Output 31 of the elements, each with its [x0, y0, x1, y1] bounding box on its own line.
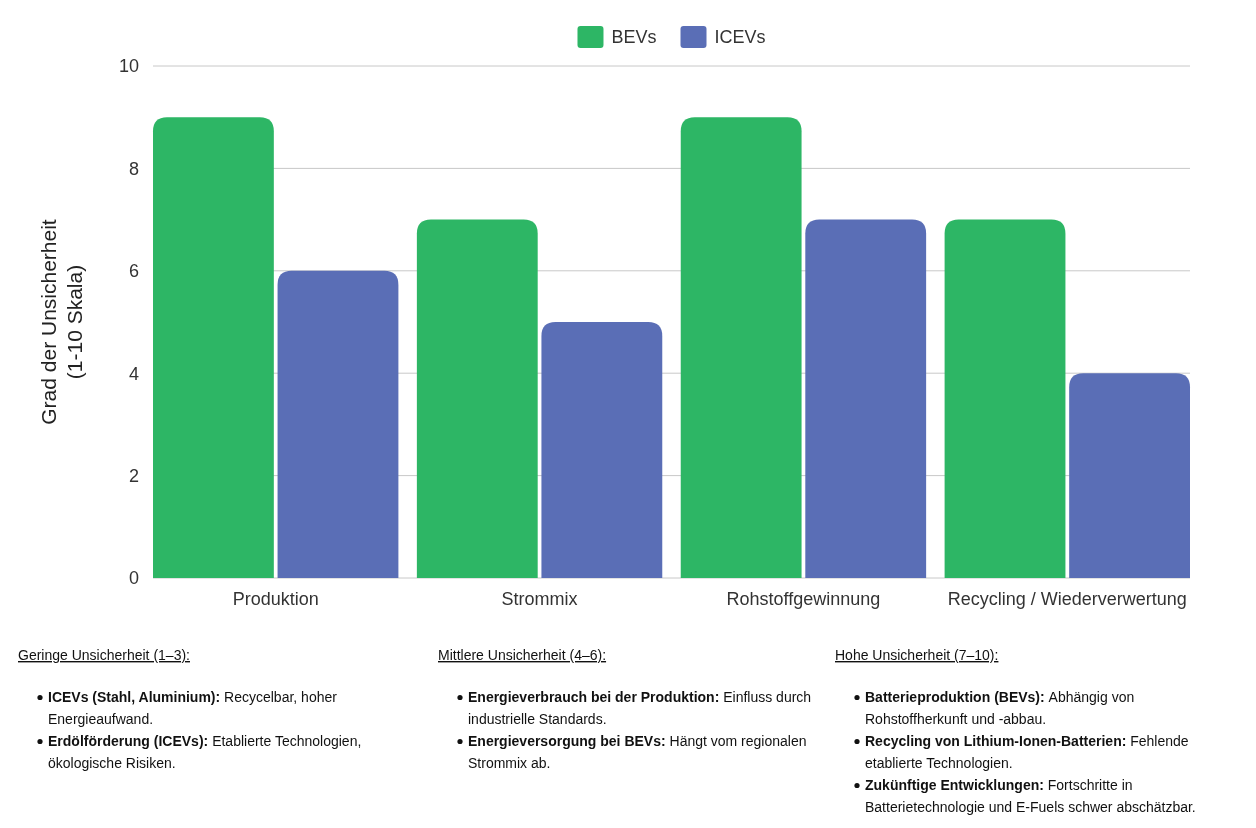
- text: Zukünftige Entwicklungen: Fortschritte in Batterietechnologie und E-Fuels schwer abschätzbar.: [865, 777, 1196, 815]
- text: Batterieproduktion (BEVs): Abhängig von Rohstoffherkunft und -abbau.: [865, 689, 1135, 727]
- x-tick-label: Strommix: [501, 589, 578, 609]
- y-tick-label: 4: [128, 363, 139, 384]
- legend-label: BEVs: [611, 27, 657, 48]
- text: Recycling von Lithium-Ionen-Batterien: Fehlende etablierte Technologien.: [865, 733, 1189, 771]
- x-tick-label: Produktion: [232, 589, 319, 609]
- bar: [416, 219, 538, 578]
- bar: [944, 219, 1066, 578]
- y-tick-label: 8: [128, 158, 139, 179]
- bar: [805, 219, 927, 578]
- y-axis-title: Grad der Unsicherheit (1-10 Skala): [37, 219, 87, 425]
- text: Energieverbrauch bei der Produktion: Einfluss durch industrielle Standards.: [468, 689, 812, 727]
- text: ICEVs (Stahl, Aluminium): Recycelbar, hoher Energieaufwand.: [48, 689, 337, 727]
- text: Geringe Unsicherheit (1–3):: [18, 647, 190, 663]
- bar: [1069, 373, 1190, 578]
- legend-label: ICEVs: [714, 27, 766, 48]
- text: Erdölförderung (ICEVs): Etablierte Technologien, ökologische Risiken.: [48, 733, 362, 771]
- x-tick-label: Rohstoffgewinnung: [726, 589, 881, 609]
- bar: [541, 322, 663, 578]
- y-tick-label: 10: [118, 56, 139, 77]
- y-tick-label: 6: [128, 261, 139, 282]
- bar: [680, 117, 802, 578]
- y-tick-label: 2: [128, 465, 139, 486]
- bar: [153, 117, 274, 578]
- y-tick-label: 0: [128, 568, 139, 589]
- bar: [277, 270, 399, 578]
- text: Mittlere Unsicherheit (4–6):: [438, 647, 607, 663]
- x-tick-label: Recycling / Wiederverwertung: [947, 589, 1187, 609]
- text: Hohe Unsicherheit (7–10):: [835, 647, 999, 663]
- text: Energieversorgung bei BEVs: Hängt vom regionalen Strommix ab.: [468, 733, 807, 771]
